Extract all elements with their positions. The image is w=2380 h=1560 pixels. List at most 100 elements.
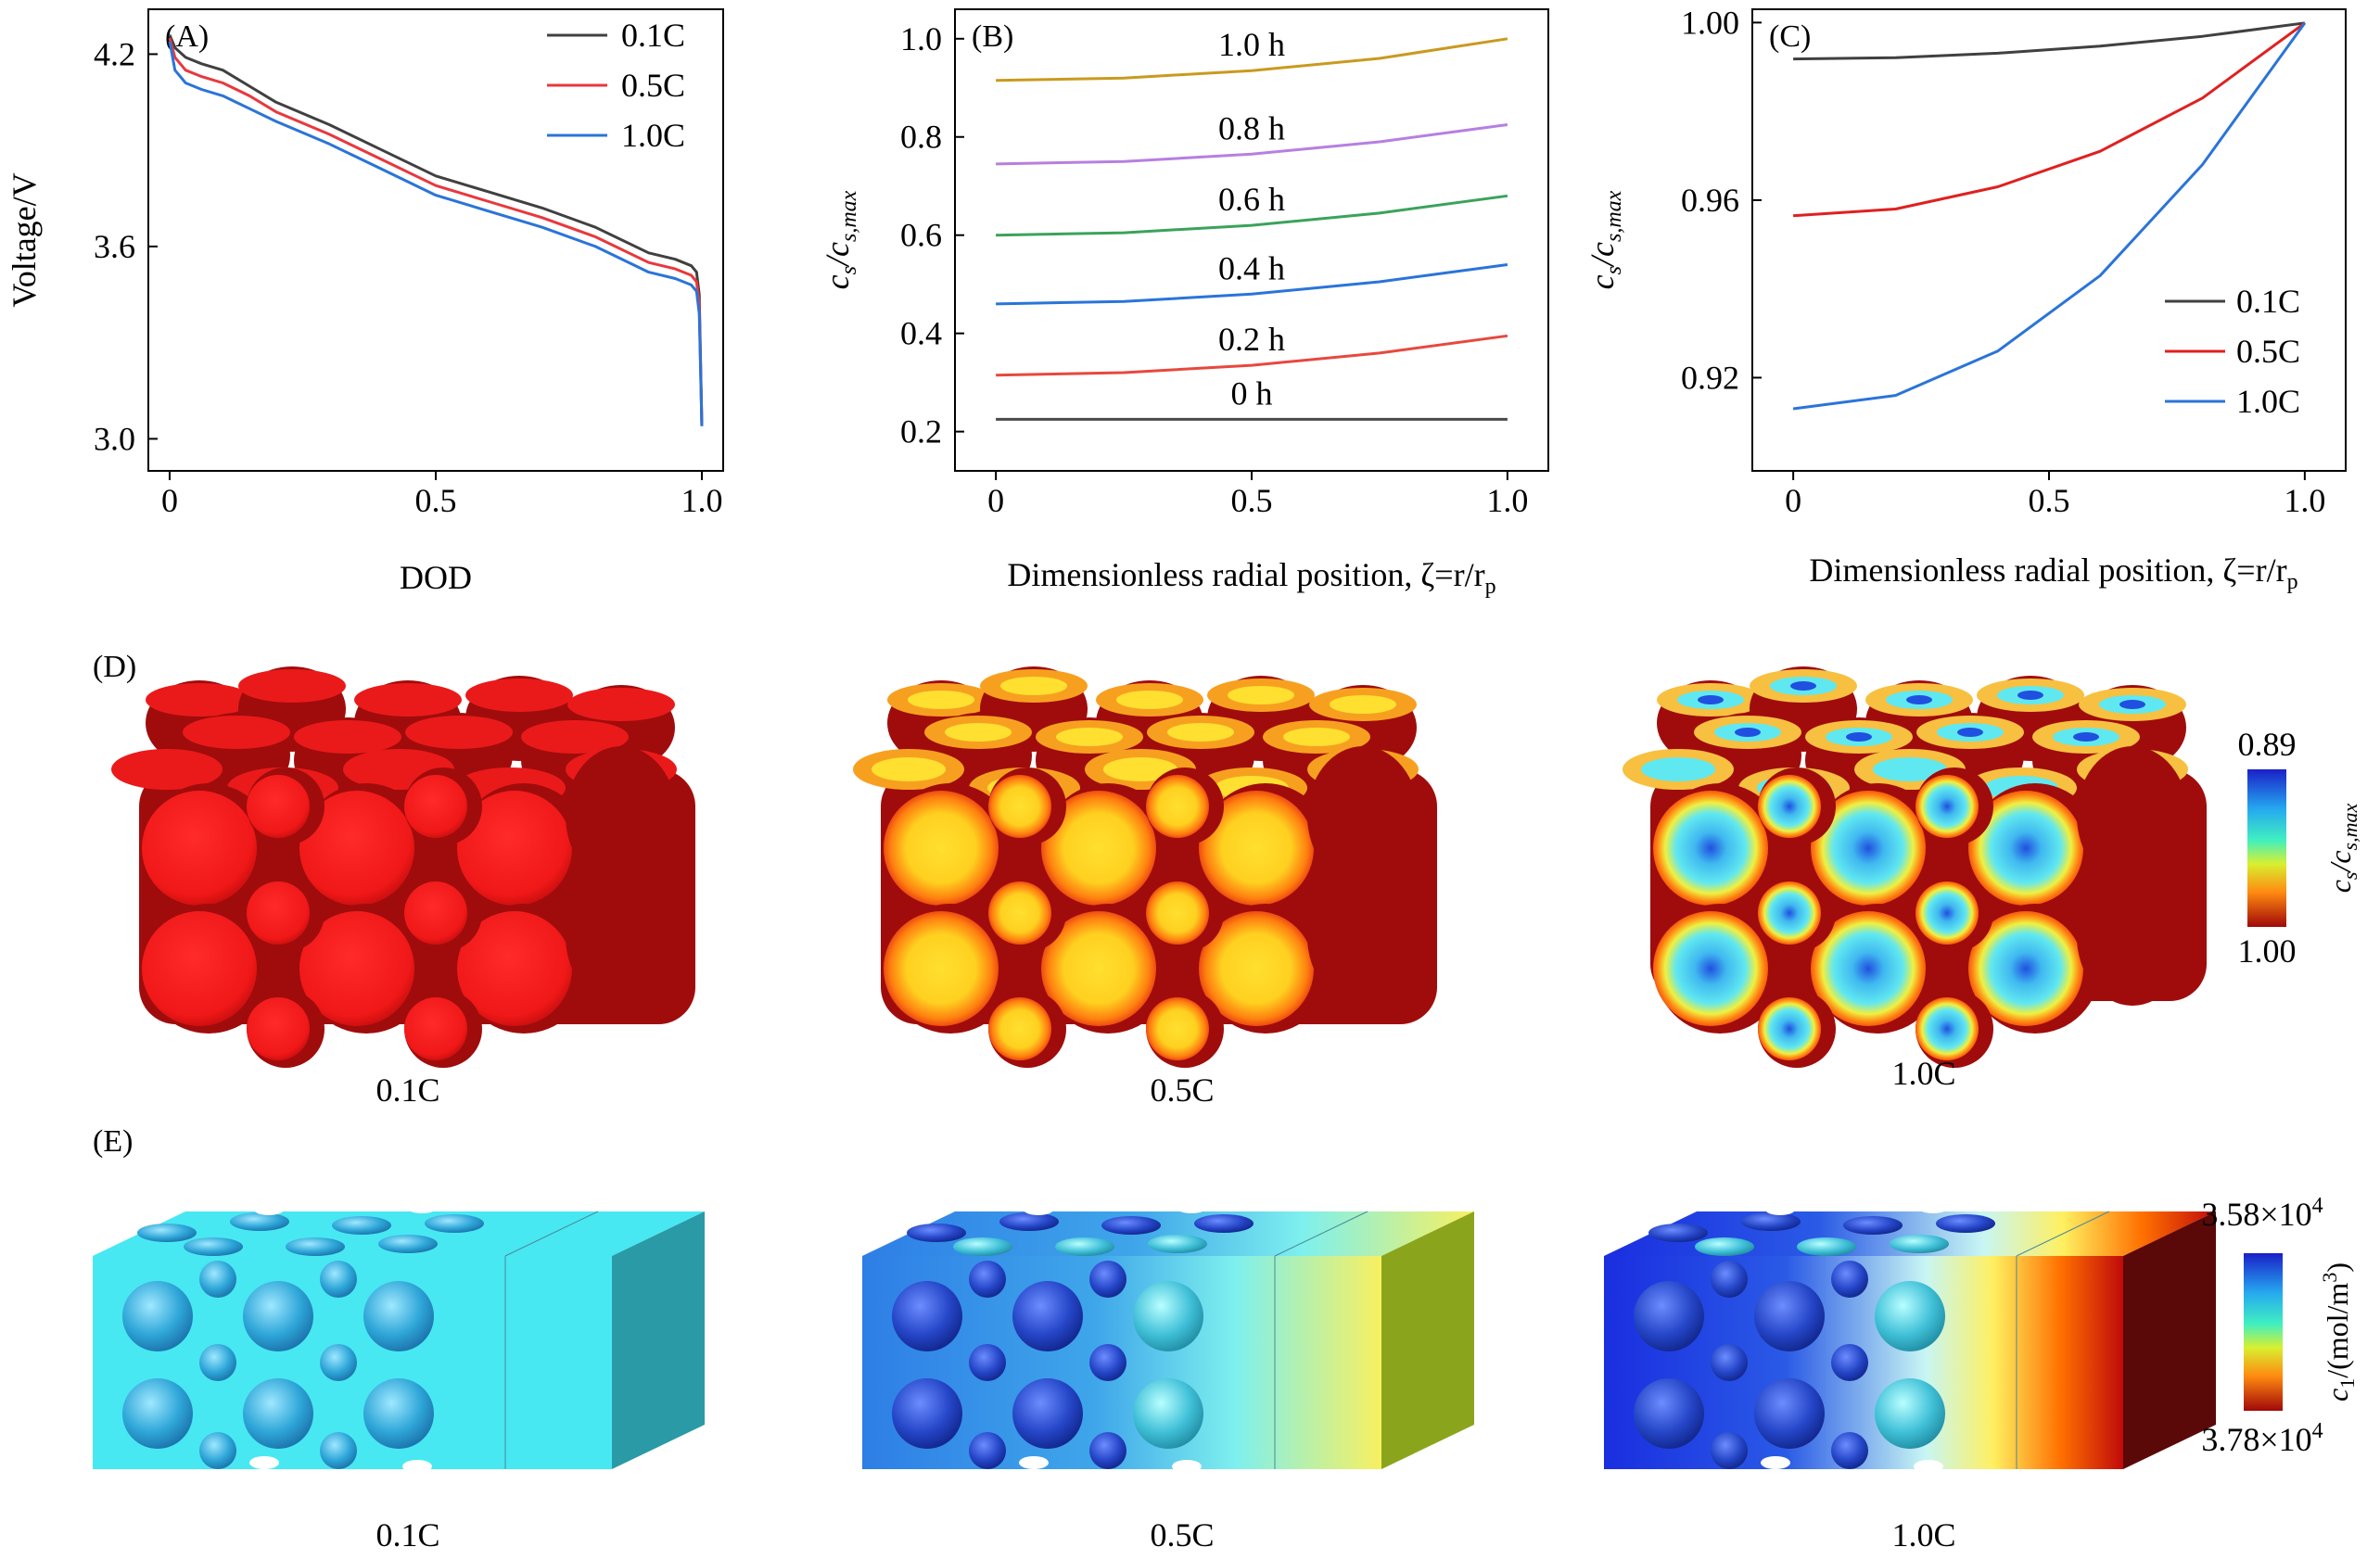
pore-hole-top [1648, 1224, 1708, 1242]
y-axis-ticks-b: 0.2 0.4 0.6 0.8 1.0 [900, 20, 964, 450]
particle-cut-face [294, 720, 401, 754]
particle-sphere-large [299, 791, 414, 906]
x-tick-label-b: 0 [987, 482, 1004, 519]
y-axis-label-b-sub1: s [837, 266, 861, 274]
particle-sphere-large [884, 911, 999, 1026]
particle-cut-center [2119, 700, 2145, 709]
particle-cut-face [146, 683, 253, 717]
pore-hole-top [1695, 1237, 1754, 1256]
colorbar-e-bottom-main: 3.78×10 [2201, 1421, 2311, 1458]
particle-sphere-small [404, 997, 467, 1060]
y-axis-label-c-sub2: s,max [1602, 190, 1626, 242]
pore-hole-top [332, 1216, 391, 1235]
particle-sphere-small [988, 775, 1051, 838]
panel-e-electrolyte-concentration: (E) 0.1C 0.5C 1.0C 3.58×104 3.78×104 c1/… [93, 1124, 2359, 1554]
x-axis-label-b-main: Dimensionless radial position, ζ=r/r [1007, 556, 1484, 593]
panel-label-e: (E) [93, 1124, 133, 1159]
particle-cut-core [1000, 677, 1067, 695]
pore-sphere-large [243, 1378, 313, 1449]
particle-sphere-small [1758, 881, 1821, 945]
series-lines-b: 0 h 0.2 h 0.4 h 0.6 h 0.8 h 1.0 h [996, 26, 1508, 421]
particle-sphere-large [457, 911, 572, 1026]
series-annotation-0.6-h: 0.6 h [1218, 181, 1285, 218]
pore-notch [1019, 1456, 1049, 1469]
particle-sphere-small [1146, 881, 1209, 945]
colorbar-e [2244, 1253, 2283, 1411]
pore-hole-top [286, 1237, 345, 1256]
pore-sphere-large [1634, 1378, 1704, 1449]
y-tick-label-a: 3.6 [94, 228, 135, 265]
x-tick-label-a: 1.0 [681, 482, 723, 519]
pore-notch [254, 1204, 284, 1215]
series-annotation-0.4-h: 0.4 h [1218, 249, 1285, 286]
pore-sphere-small [1089, 1344, 1126, 1381]
pore-sphere-large [1012, 1378, 1083, 1449]
particle-sphere-large [457, 791, 572, 906]
pore-notch [402, 1460, 432, 1473]
pore-sphere-small [1711, 1261, 1748, 1298]
particle-cut-face [567, 688, 675, 721]
legend-label-0.5C: 0.5C [621, 67, 685, 104]
pore-sphere-large [1012, 1281, 1083, 1351]
pore-hole-top [184, 1237, 243, 1256]
x-tick-label-a: 0.5 [415, 482, 457, 519]
series-line-0.2-h [996, 334, 1508, 377]
colorbar-e-top-main: 3.58×10 [2201, 1196, 2311, 1233]
pore-notch [407, 1202, 437, 1213]
x-axis-ticks-b: 0 0.5 1.0 [987, 471, 1528, 519]
pore-hole-top [1101, 1216, 1161, 1235]
y-axis-label-c: cs/cs,max [1584, 190, 1626, 289]
caption-d-2: 0.5C [1150, 1072, 1214, 1109]
pore-notch [249, 1456, 279, 1469]
pore-hole-top [1843, 1216, 1903, 1235]
series-line-1.0-h [996, 37, 1508, 82]
particle-shell-side [2077, 746, 2188, 885]
colorbar-d [2247, 769, 2286, 927]
x-axis-label-b-sub: p [1485, 575, 1496, 599]
series-line-0.5C [1793, 21, 2306, 218]
pore-sphere-small [199, 1261, 236, 1298]
colorbar-e-title-sub: 1 [2335, 1378, 2359, 1389]
separator-line [2016, 1211, 2110, 1257]
series-line-0.1C [1793, 21, 2306, 61]
colorbar-e-bottom-label: 3.78×104 [2201, 1419, 2323, 1458]
pore-sphere-small [199, 1432, 236, 1469]
series-line-1.0C [168, 41, 704, 426]
pore-hole-top [953, 1237, 1012, 1256]
series-lines-a [168, 34, 704, 426]
particle-models-d [111, 666, 2207, 1068]
colorbar-e-top-exp: 4 [2312, 1194, 2323, 1218]
series-line-0.8-h [996, 123, 1508, 166]
series-annotation-0.8-h: 0.8 h [1218, 109, 1285, 146]
panel-d-particle-concentration: (D) 0.1C 0.5C 1.0C 0.89 1.00 cs/cs,max [93, 650, 2361, 1109]
particle-cut-core [1056, 728, 1123, 746]
particle-sphere-small [247, 775, 310, 838]
particle-sphere-large [884, 791, 999, 906]
caption-e-1: 0.1C [375, 1516, 439, 1554]
colorbar-d-top-label: 0.89 [2238, 726, 2297, 763]
pore-notch [1172, 1460, 1202, 1473]
particle-sphere-small [1758, 775, 1821, 838]
particle-sphere-small [1146, 997, 1209, 1060]
particle-shell-side [1307, 746, 1419, 885]
pore-sphere-large [1133, 1378, 1203, 1449]
particle-cut-center [1957, 728, 1983, 737]
panel-label-b: (B) [972, 19, 1013, 54]
pore-sphere-large [1133, 1281, 1203, 1351]
panel-c-concentration-rate-chart: (C) 0.92 0.96 1.00 0 0.5 1.0 0.1C 0.5C 1.0C Di… [1584, 4, 2347, 594]
colorbar-e-title-c: c [2321, 1389, 2354, 1401]
y-axis-label-c-sub1: s [1602, 266, 1626, 274]
pore-notch [1761, 1456, 1790, 1469]
y-axis-label-a: Voltage/V [6, 172, 43, 307]
particle-cut-core [908, 691, 974, 709]
y-tick-label-c: 1.00 [1681, 4, 1739, 41]
y-tick-label-c: 0.92 [1681, 359, 1739, 396]
particle-sphere-small [404, 881, 467, 945]
particle-cut-face [238, 669, 346, 703]
series-line-0.1C [168, 34, 704, 426]
pore-sphere-large [122, 1281, 193, 1351]
particle-cut-core [1116, 691, 1183, 709]
electrode-block-1 [93, 1202, 705, 1473]
particle-sphere-large [142, 911, 257, 1026]
